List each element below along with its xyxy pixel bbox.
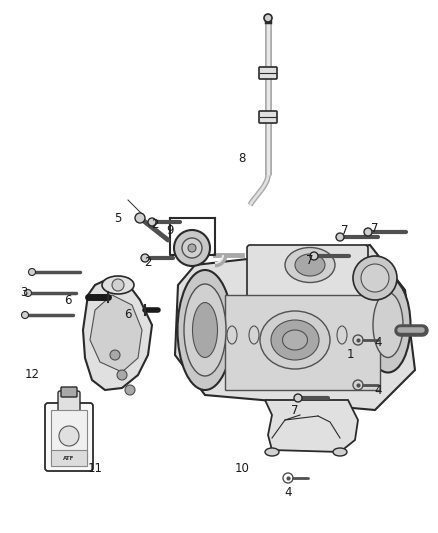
Circle shape	[182, 238, 202, 258]
Text: 12: 12	[25, 368, 39, 382]
FancyBboxPatch shape	[259, 111, 277, 123]
Text: 3: 3	[20, 287, 28, 300]
Circle shape	[21, 311, 28, 319]
Ellipse shape	[333, 448, 347, 456]
Ellipse shape	[365, 278, 410, 373]
Text: 4: 4	[284, 486, 292, 498]
Text: 4: 4	[374, 335, 382, 349]
Circle shape	[125, 385, 135, 395]
Bar	[51, 410, 87, 462]
Ellipse shape	[177, 270, 233, 390]
Circle shape	[310, 252, 318, 260]
Circle shape	[135, 213, 145, 223]
FancyBboxPatch shape	[61, 387, 77, 397]
Circle shape	[112, 279, 124, 291]
Circle shape	[361, 264, 389, 292]
FancyBboxPatch shape	[58, 391, 80, 413]
Circle shape	[188, 244, 196, 252]
Circle shape	[117, 370, 127, 380]
Circle shape	[110, 350, 120, 360]
Circle shape	[364, 228, 372, 236]
Circle shape	[141, 254, 149, 262]
Ellipse shape	[283, 330, 307, 350]
Bar	[225, 295, 380, 390]
Polygon shape	[265, 400, 358, 452]
Polygon shape	[90, 295, 142, 372]
Circle shape	[264, 14, 272, 22]
Text: 11: 11	[88, 462, 102, 474]
Ellipse shape	[184, 284, 226, 376]
Ellipse shape	[192, 303, 218, 358]
FancyBboxPatch shape	[45, 403, 93, 471]
Text: 10: 10	[235, 462, 249, 474]
Text: ATF: ATF	[64, 456, 75, 461]
Ellipse shape	[285, 247, 335, 282]
Polygon shape	[175, 245, 415, 410]
Bar	[51, 450, 87, 466]
Text: 6: 6	[64, 294, 72, 306]
Text: 5: 5	[114, 212, 122, 224]
Text: 6: 6	[124, 309, 132, 321]
Text: 7: 7	[291, 403, 299, 416]
Circle shape	[294, 394, 302, 402]
Ellipse shape	[295, 254, 325, 276]
Text: 7: 7	[371, 222, 379, 235]
Circle shape	[174, 230, 210, 266]
Text: 9: 9	[166, 223, 174, 237]
Circle shape	[28, 269, 35, 276]
Ellipse shape	[260, 311, 330, 369]
Circle shape	[353, 256, 397, 300]
Text: 2: 2	[144, 256, 152, 270]
Circle shape	[148, 218, 156, 226]
Circle shape	[59, 426, 79, 446]
Circle shape	[336, 233, 344, 241]
Polygon shape	[83, 278, 152, 390]
FancyBboxPatch shape	[259, 67, 277, 79]
Ellipse shape	[265, 448, 279, 456]
Text: 7: 7	[306, 254, 314, 266]
Text: 2: 2	[151, 217, 159, 230]
Text: 8: 8	[238, 151, 246, 165]
Ellipse shape	[102, 276, 134, 294]
Text: 4: 4	[374, 384, 382, 397]
FancyBboxPatch shape	[247, 245, 368, 316]
Ellipse shape	[271, 320, 319, 360]
Text: 1: 1	[346, 349, 354, 361]
Text: 7: 7	[341, 223, 349, 237]
Circle shape	[25, 289, 32, 296]
Ellipse shape	[373, 293, 403, 358]
